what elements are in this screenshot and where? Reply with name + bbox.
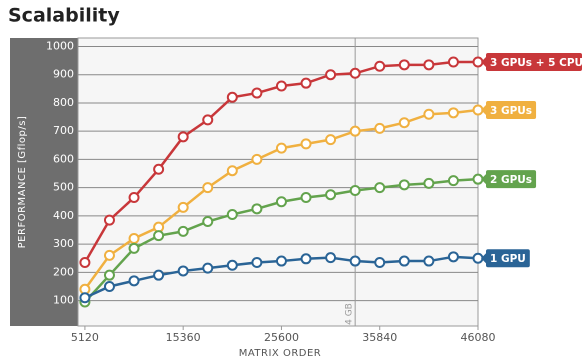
data-point — [398, 117, 410, 129]
data-point — [398, 59, 410, 71]
y-tick-label: 200 — [53, 265, 74, 278]
series-tag-arrow — [481, 104, 487, 116]
data-point — [251, 153, 263, 165]
data-point — [251, 203, 263, 215]
legend-label: 2 GPUs — [490, 174, 532, 186]
data-point — [226, 259, 238, 271]
series-tag-arrow — [481, 252, 487, 265]
y-tick-label: 800 — [53, 96, 74, 109]
y-tick-label: 500 — [53, 181, 74, 194]
data-point — [103, 214, 115, 226]
data-point — [349, 67, 361, 79]
data-point — [398, 179, 410, 191]
data-point — [153, 230, 165, 242]
data-point — [103, 280, 115, 292]
y-tick-label: 1000 — [46, 39, 74, 52]
data-point — [177, 265, 189, 277]
data-point — [325, 134, 337, 146]
y-tick-label: 900 — [53, 68, 74, 81]
series-tag-arrow — [481, 56, 487, 68]
data-point — [398, 255, 410, 267]
data-point — [300, 138, 312, 150]
data-point — [325, 69, 337, 81]
data-point — [202, 114, 214, 126]
data-point — [128, 275, 140, 287]
data-point — [128, 192, 140, 204]
data-point — [226, 165, 238, 177]
series-tag — [486, 53, 582, 71]
data-point — [103, 249, 115, 261]
data-point — [374, 256, 386, 268]
data-point — [325, 252, 337, 264]
data-point — [103, 269, 115, 281]
data-point — [226, 208, 238, 220]
data-point — [447, 107, 459, 119]
y-tick-label: 700 — [53, 124, 74, 137]
x-tick-label: 15360 — [166, 331, 201, 344]
data-point — [153, 163, 165, 175]
series-tag — [486, 170, 537, 189]
data-point — [349, 184, 361, 196]
x-tick-label: 25600 — [264, 331, 299, 344]
data-point — [447, 251, 459, 263]
data-point — [226, 91, 238, 103]
data-point — [300, 192, 312, 204]
data-point — [300, 253, 312, 265]
data-point — [374, 182, 386, 194]
data-point — [325, 189, 337, 201]
series-tag — [486, 249, 530, 268]
data-point — [79, 256, 91, 268]
data-point — [128, 242, 140, 254]
y-tick-label: 400 — [53, 209, 74, 222]
data-point — [349, 255, 361, 267]
data-point — [349, 125, 361, 137]
annotation-label: 4 GB — [345, 303, 355, 325]
data-point — [153, 269, 165, 281]
data-point — [275, 80, 287, 92]
legend-label: 1 GPU — [490, 253, 526, 265]
data-point — [423, 177, 435, 189]
legend-label: 3 GPUs + 5 CPUs — [490, 57, 582, 69]
data-point — [423, 108, 435, 120]
data-point — [423, 255, 435, 267]
data-point — [423, 59, 435, 71]
data-point — [275, 255, 287, 267]
data-point — [177, 201, 189, 213]
data-point — [202, 262, 214, 274]
x-tick-label: 46080 — [461, 331, 496, 344]
y-axis-label: PERFORMANCE [Gflop/s] — [17, 116, 28, 249]
data-point — [202, 216, 214, 228]
data-point — [275, 196, 287, 208]
data-point — [447, 56, 459, 68]
data-point — [300, 77, 312, 89]
data-point — [202, 182, 214, 194]
data-point — [128, 232, 140, 244]
data-point — [177, 225, 189, 237]
series-tag-arrow — [481, 173, 487, 186]
legend-label: 3 GPUs — [490, 105, 532, 117]
data-point — [251, 87, 263, 99]
x-tick-label: 5120 — [71, 331, 99, 344]
data-point — [374, 122, 386, 134]
y-tick-label: 100 — [53, 294, 74, 307]
data-point — [251, 256, 263, 268]
y-axis-band — [10, 38, 78, 326]
data-point — [447, 175, 459, 187]
y-tick-label: 300 — [53, 237, 74, 250]
x-axis-label: MATRIX ORDER — [239, 348, 322, 359]
series-tag — [486, 101, 537, 119]
y-tick-label: 600 — [53, 152, 74, 165]
data-point — [177, 131, 189, 143]
data-point — [275, 142, 287, 154]
data-point — [374, 60, 386, 72]
data-point — [79, 292, 91, 304]
x-tick-label: 35840 — [362, 331, 397, 344]
chart-title: Scalability — [8, 5, 120, 27]
